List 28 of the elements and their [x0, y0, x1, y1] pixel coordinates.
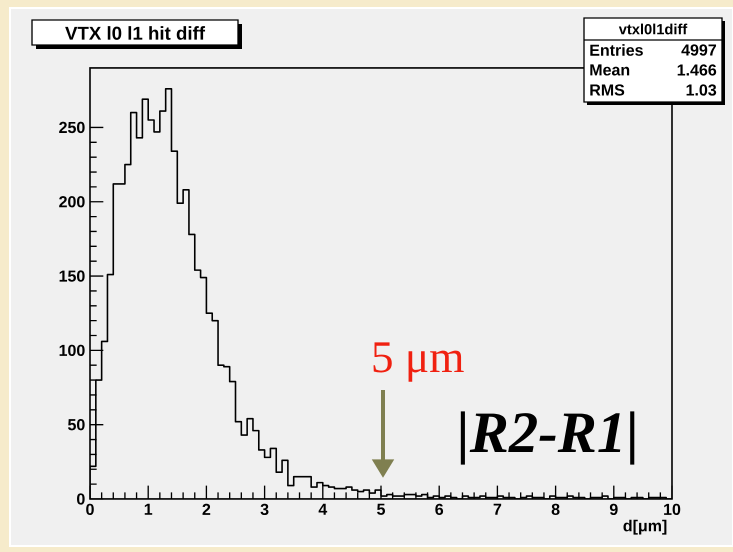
annotation: RMS — [590, 84, 624, 96]
annotation: 5 μm — [374, 342, 464, 382]
y-tick-label: 150 — [60, 270, 85, 282]
x-tick-label: 1 — [144, 504, 152, 515]
x-tick-label: 5 — [377, 504, 385, 515]
chart-title: VTX l0 l1 hit diff — [65, 26, 206, 40]
x-tick-label: 2 — [202, 504, 210, 515]
x-tick-label: 6 — [435, 504, 444, 516]
annotation: |R2-R1| — [460, 411, 634, 465]
x-tick-label: 9 — [610, 504, 618, 516]
text: Entries — [590, 44, 643, 56]
y-tick-label: 0 — [77, 493, 85, 505]
x-tick-label: 7 — [494, 504, 502, 515]
x-tick-label: 10 — [664, 504, 680, 516]
y-tick-label: 200 — [59, 196, 85, 208]
text: vtxl0l1diff — [618, 24, 688, 34]
x-tick-label: 8 — [552, 504, 560, 516]
text: 1.466 — [678, 64, 716, 76]
x-tick-label: 3 — [260, 504, 268, 516]
y-tick-label: 50 — [68, 419, 85, 430]
x-axis-title: d[μm] — [623, 520, 666, 535]
x-tick-label: 4 — [318, 504, 328, 515]
annotation: Mean — [590, 64, 630, 76]
text: 4997 — [681, 44, 716, 56]
x-tick-label: 0 — [86, 504, 94, 516]
text: 1.03 — [686, 84, 716, 96]
y-tick-label: 100 — [60, 344, 85, 356]
y-tick-label: 250 — [59, 122, 85, 134]
